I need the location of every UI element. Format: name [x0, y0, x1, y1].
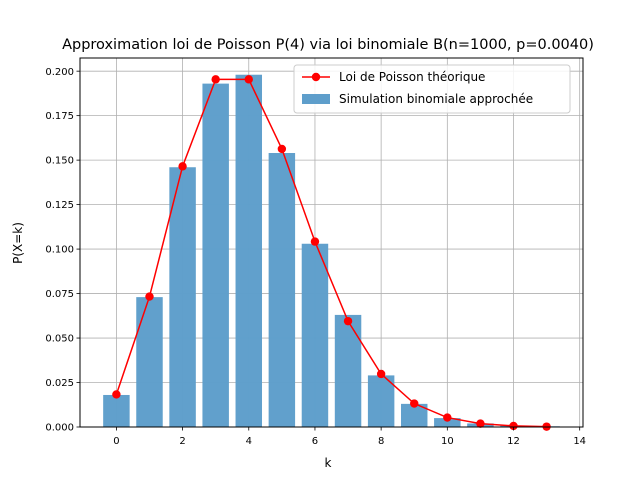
plot-frame — [79, 57, 584, 428]
data-point — [277, 144, 287, 154]
legend-marker-swatch — [311, 72, 321, 82]
bar — [169, 167, 196, 427]
x-tick-label: 2 — [179, 436, 185, 447]
poisson-line — [112, 75, 551, 431]
legend: Loi de Poisson théorique Simulation binom… — [293, 64, 571, 114]
y-tick-label: 0.050 — [45, 334, 74, 345]
bar — [202, 83, 229, 427]
x-tick-label: 4 — [246, 436, 252, 447]
data-point — [112, 390, 121, 399]
data-point — [509, 421, 518, 431]
bar — [268, 153, 296, 427]
data-point — [343, 316, 353, 326]
legend-box — [293, 64, 571, 114]
bar — [367, 375, 395, 427]
x-tick-label: 10 — [441, 436, 454, 447]
bar — [301, 243, 329, 427]
data-point — [244, 75, 253, 84]
series-line — [115, 78, 547, 428]
x-tick-label: 0 — [113, 436, 119, 447]
y-tick-label: 0.125 — [45, 200, 74, 211]
x-tick-label: 12 — [507, 436, 520, 447]
y-tick-label: 0.200 — [45, 67, 74, 78]
x-axis-label: k — [325, 456, 332, 470]
x-axis-ticks: 0 2 4 6 8 10 12 14 — [113, 427, 586, 447]
y-axis-ticks: 0.000 0.025 0.050 0.075 0.100 0.125 0.150 0.175… — [45, 67, 80, 434]
data-point — [211, 75, 220, 84]
bar — [434, 418, 461, 427]
y-tick-label: 0.000 — [45, 423, 74, 434]
legend-bar-swatch — [302, 94, 330, 104]
y-axis-label: P(X=k) — [11, 222, 25, 264]
bars — [103, 74, 560, 427]
y-tick-label: 0.025 — [45, 378, 74, 389]
x-tick-label: 14 — [573, 436, 586, 447]
y-tick-label: 0.150 — [45, 156, 74, 167]
chart-title: Approximation loi de Poisson P(4) via lo… — [62, 37, 594, 53]
legend-label: Loi de Poisson théorique — [339, 70, 485, 84]
bar — [136, 297, 163, 427]
data-point — [178, 162, 187, 171]
x-tick-label: 6 — [312, 436, 318, 447]
y-tick-label: 0.175 — [45, 111, 74, 122]
y-tick-label: 0.100 — [45, 245, 74, 256]
y-tick-label: 0.075 — [45, 289, 74, 300]
data-point — [476, 419, 485, 428]
bar — [400, 403, 428, 427]
legend-label: Simulation binomiale approchée — [339, 92, 533, 106]
data-point — [443, 413, 452, 422]
bar — [103, 394, 130, 427]
data-point — [376, 369, 386, 379]
bar — [334, 314, 362, 427]
data-point — [310, 237, 320, 246]
data-point — [145, 292, 154, 301]
bar — [235, 74, 263, 427]
x-tick-label: 8 — [378, 436, 384, 447]
data-point — [410, 399, 419, 408]
